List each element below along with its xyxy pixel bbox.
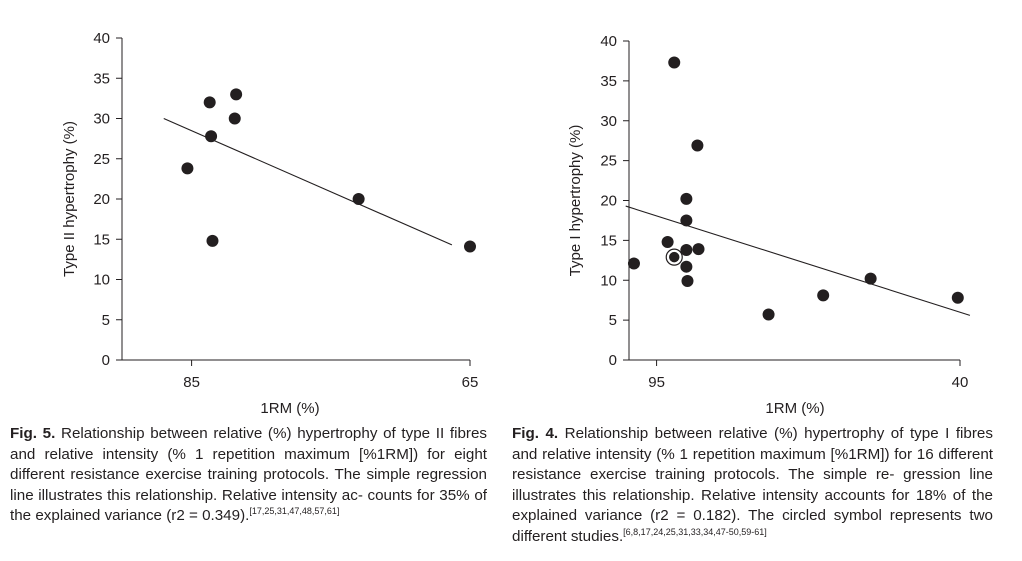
- y-tick-label: 40: [93, 30, 110, 47]
- data-point: [181, 162, 194, 175]
- y-tick-label: 15: [93, 231, 110, 248]
- y-tick-label: 10: [93, 272, 110, 289]
- data-point: [230, 88, 243, 101]
- data-point: [951, 291, 964, 304]
- figure-5-references: [17,25,31,47,48,57,61]: [249, 506, 340, 517]
- figure-4-chart: 0 5 10 15 20 25 30 35 40 95 40 1RM (%) Type I hypert…: [567, 33, 971, 417]
- data-point: [352, 193, 365, 205]
- data-point: [692, 243, 705, 256]
- data-point: [680, 260, 693, 273]
- x-axis-title: 1RM (%): [260, 400, 319, 417]
- data-point: [203, 96, 216, 109]
- y-tick-label: 25: [600, 153, 617, 170]
- y-tick-label: 20: [93, 191, 110, 208]
- x-tick-label: 40: [952, 374, 969, 391]
- data-point: [668, 56, 681, 69]
- data-point: [817, 289, 830, 302]
- y-tick-label: 0: [609, 352, 617, 369]
- data-point: [864, 272, 877, 285]
- figure-4-references: [6,8,17,24,25,31,33,34,47-50,59-61]: [623, 526, 767, 537]
- data-point: [680, 214, 693, 227]
- data-point: [627, 257, 640, 270]
- y-tick-label: 40: [600, 33, 617, 50]
- circled-data-point: [669, 251, 680, 263]
- x-axis-title: 1RM (%): [765, 400, 824, 417]
- figure-4-label: Fig. 4.: [512, 425, 559, 442]
- y-tick-label: 0: [102, 352, 110, 369]
- y-tick-label: 25: [93, 151, 110, 168]
- y-tick-label: 30: [93, 111, 110, 128]
- y-tick-label: 10: [600, 272, 617, 289]
- y-tick-label: 35: [93, 70, 110, 87]
- y-axis-title: Type I hypertrophy (%): [567, 125, 584, 277]
- figure-5-chart: 0 5 10 15 20 25 30 35 40 85 65 1RM (%) Type II hyper…: [61, 30, 479, 417]
- y-axis-title: Type II hypertrophy (%): [61, 121, 78, 277]
- y-tick-label: 35: [600, 73, 617, 90]
- figure-5-label: Fig. 5.: [10, 425, 56, 442]
- data-point: [661, 235, 674, 248]
- y-tick-label: 30: [600, 113, 617, 130]
- x-tick-label: 85: [183, 374, 200, 391]
- y-tick-label: 5: [609, 312, 617, 329]
- y-tick-label: 20: [600, 193, 617, 210]
- data-point: [680, 192, 693, 205]
- figure-5-caption: Fig. 5. Relationship between relative (%…: [10, 424, 487, 527]
- y-tick-label: 15: [600, 232, 617, 249]
- x-tick-label: 65: [462, 374, 479, 391]
- data-point: [206, 234, 219, 247]
- data-point: [228, 112, 241, 125]
- figure-4-panel: 0 5 10 15 20 25 30 35 40 95 40 1RM (%) Type I hypert…: [505, 0, 1005, 561]
- data-point: [681, 275, 694, 288]
- data-point: [205, 130, 218, 143]
- figure-5-panel: 0 5 10 15 20 25 30 35 40 85 65 1RM (%) Type II hyper…: [0, 0, 500, 561]
- figure-4-caption-text: Relationship between relative (%) hypert…: [512, 425, 993, 545]
- figure-5-caption-text: Relationship between relative (%) hypert…: [10, 425, 487, 525]
- x-tick-label: 95: [648, 374, 665, 391]
- y-tick-label: 5: [102, 312, 110, 329]
- data-point: [464, 240, 476, 253]
- data-point: [691, 139, 704, 152]
- data-point: [762, 308, 775, 321]
- data-point: [680, 243, 693, 256]
- figure-4-caption: Fig. 4. Relationship between relative (%…: [512, 424, 993, 548]
